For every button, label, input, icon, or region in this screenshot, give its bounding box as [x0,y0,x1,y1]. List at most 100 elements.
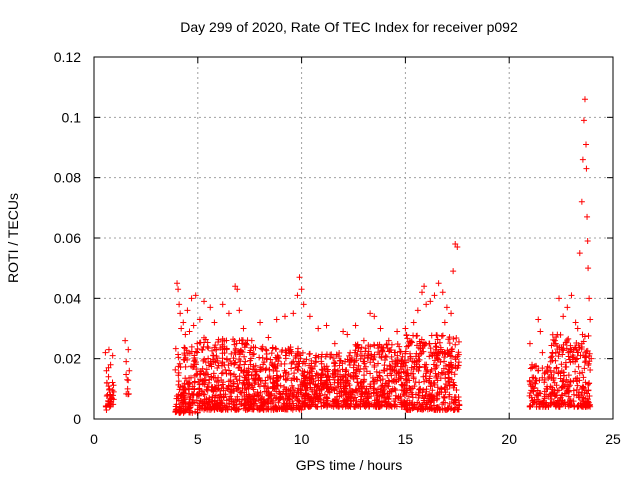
data-point [446,400,453,407]
data-point [109,392,116,399]
data-point [368,393,375,400]
data-point [182,363,189,370]
data-point [228,350,235,357]
data-point [234,286,241,293]
data-point [558,361,565,368]
data-point [218,370,225,377]
data-point [585,380,592,387]
data-point [533,391,540,398]
data-point [292,353,299,360]
data-point [206,396,213,403]
data-point [215,374,222,381]
data-point [560,341,567,348]
data-point [423,386,430,393]
data-point [394,352,401,359]
data-point [541,370,548,377]
data-point [180,397,187,404]
data-point [585,381,592,388]
data-point [413,357,420,364]
data-point [432,343,439,350]
data-point [537,328,544,335]
data-point [587,366,594,373]
data-point [230,355,237,362]
data-point [587,316,594,323]
data-point [238,348,245,355]
data-point [584,238,591,245]
data-point [340,328,347,335]
data-point [280,372,287,379]
data-point [269,379,276,386]
data-point [357,396,364,403]
data-point [540,398,547,405]
data-point [409,370,416,377]
data-point [175,286,182,293]
data-point [445,369,452,376]
data-point [350,395,357,402]
data-point [353,367,360,374]
data-point [291,370,298,377]
data-point [261,359,268,366]
data-point [188,343,195,350]
data-point [123,358,130,365]
data-point [585,265,592,272]
data-point [321,402,328,409]
data-point [338,402,345,409]
data-point [198,368,205,375]
data-point [273,386,280,393]
data-point [124,385,131,392]
data-point [283,400,290,407]
data-point [416,364,423,371]
data-point [354,389,361,396]
data-point [182,355,189,362]
x-tick-label: 20 [501,431,517,447]
data-point [321,391,328,398]
data-point [361,402,368,409]
data-point [533,362,540,369]
data-point [288,405,295,412]
data-point [388,388,395,395]
data-point [580,374,587,381]
data-point [227,357,234,364]
data-point [561,398,568,405]
data-point [374,392,381,399]
data-point [581,365,588,372]
data-point [172,366,179,373]
data-point [295,363,302,370]
data-point [563,363,570,370]
data-point [342,396,349,403]
data-point [581,389,588,396]
data-point [218,406,225,413]
data-point [384,345,391,352]
data-point [220,393,227,400]
data-point [249,351,256,358]
data-point [306,350,313,357]
data-point [259,399,266,406]
data-point [107,361,114,368]
data-points [102,96,595,416]
data-point [230,380,237,387]
grid-lines [94,57,613,419]
data-point [240,368,247,375]
data-point [437,359,444,366]
data-point [196,385,203,392]
data-point [104,391,111,398]
data-point [585,332,592,339]
data-point [371,353,378,360]
data-point [315,325,322,332]
data-point [293,402,300,409]
data-point [363,368,370,375]
data-point [566,356,573,363]
data-point [555,353,562,360]
data-point [390,377,397,384]
data-point [318,360,325,367]
data-point [189,364,196,371]
data-point [264,374,271,381]
data-point [381,368,388,375]
data-point [124,376,131,383]
data-point [449,345,456,352]
data-point [455,338,462,345]
data-point [532,380,539,387]
data-point [416,400,423,407]
data-point [274,374,281,381]
data-point [340,373,347,380]
